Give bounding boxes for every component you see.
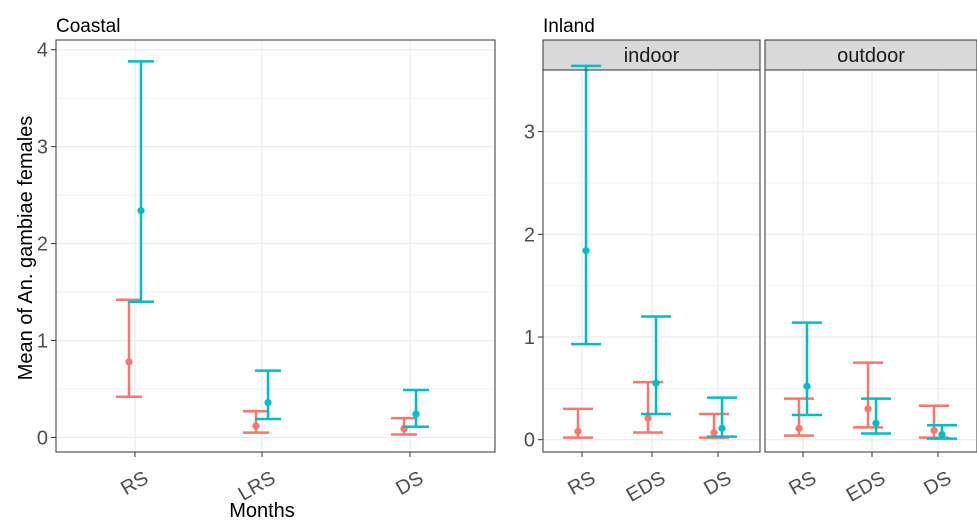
coastal-title: Coastal xyxy=(56,16,120,37)
y-tick-label: 0 xyxy=(524,430,535,452)
y-tick-label: 2 xyxy=(37,234,48,256)
mean-point xyxy=(644,414,652,422)
y-tick-label: 3 xyxy=(37,137,48,159)
x-tick-label: RS xyxy=(564,467,599,500)
mean-point xyxy=(930,426,938,435)
mean-point xyxy=(137,207,145,215)
x-tick-label: DS xyxy=(700,467,735,500)
mean-point xyxy=(718,424,726,432)
inland-panel-indoor: indoor 0 1 2 3 RS EDS DS xyxy=(524,39,761,507)
y-tick-label: 3 xyxy=(524,122,535,144)
x-tick-label: RS xyxy=(785,467,820,500)
mean-point xyxy=(252,422,260,430)
x-tick-label: RS xyxy=(117,467,152,500)
y-tick-label: 0 xyxy=(37,427,48,449)
mean-point xyxy=(574,427,582,436)
mean-point xyxy=(652,379,660,387)
mean-point xyxy=(795,424,803,432)
panel-background xyxy=(56,40,495,452)
coastal-x-axis-title: Months xyxy=(229,500,295,522)
x-tick-label: DS xyxy=(392,467,427,500)
facet-strip-label: indoor xyxy=(624,45,680,67)
x-tick-label: DS xyxy=(920,467,955,500)
y-tick-label: 1 xyxy=(524,327,535,349)
mean-point xyxy=(264,398,272,407)
mean-point xyxy=(710,428,718,437)
y-tick-label: 4 xyxy=(37,40,48,62)
panel-border xyxy=(542,69,761,453)
mean-point xyxy=(803,382,811,390)
mean-point xyxy=(872,419,880,427)
panel-border xyxy=(55,39,496,453)
inland-title: Inland xyxy=(543,16,595,37)
inland-plot: Inland indoor 0 1 2 3 RS EDS DS outdoor RS EDS DS xyxy=(524,16,977,507)
panel-background xyxy=(765,70,977,452)
inland-panel-outdoor: outdoor RS EDS DS xyxy=(764,39,977,507)
mean-point xyxy=(864,405,872,413)
mean-point xyxy=(412,410,420,418)
x-tick-label: EDS xyxy=(843,467,890,507)
mean-point xyxy=(938,430,946,439)
mean-point xyxy=(582,247,590,255)
facet-strip xyxy=(764,39,977,71)
mean-point xyxy=(125,358,133,366)
panel-border xyxy=(764,69,977,453)
coastal-y-axis-title: Mean of An. gambiae females xyxy=(15,116,37,381)
x-tick-label: EDS xyxy=(623,467,670,507)
facet-strip-label: outdoor xyxy=(837,45,905,67)
y-tick-label: 2 xyxy=(524,224,535,246)
y-tick-label: 1 xyxy=(37,331,48,353)
